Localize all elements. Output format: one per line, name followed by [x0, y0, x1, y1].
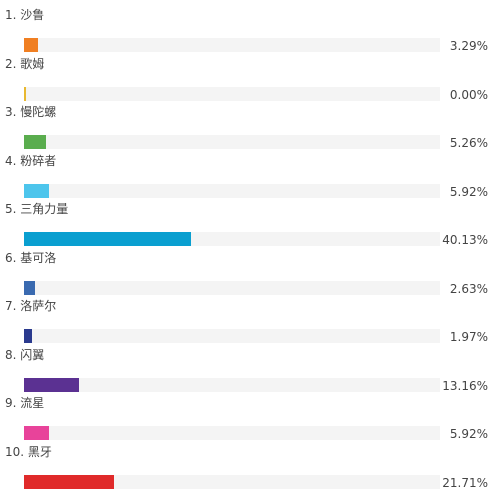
option-rank: 5. — [5, 202, 17, 216]
option-name: 慢陀螺 — [20, 105, 57, 119]
option-rank: 4. — [5, 153, 17, 168]
result-row: 5. 三角力量 40.13% — [0, 200, 500, 248]
result-row: 10. 黑牙 21.71% — [0, 443, 500, 491]
option-name: 粉碎者 — [20, 153, 57, 168]
bar-track — [24, 329, 440, 343]
result-row: 1. 沙鲁 3.29% — [0, 6, 500, 54]
option-name: 流星 — [20, 396, 45, 410]
bar — [24, 86, 26, 101]
bar-track — [24, 38, 440, 52]
option-rank: 3. — [5, 105, 17, 119]
option-name: 闪翼 — [20, 347, 45, 362]
option-label: 5. 三角力量 — [5, 202, 68, 216]
option-label: 4. 粉碎者 — [5, 154, 56, 168]
bar-track — [24, 377, 440, 392]
bar-track — [24, 86, 440, 101]
bar — [24, 38, 38, 52]
percentage-label: 40.13% — [442, 233, 488, 247]
option-label: 2. 歌姆 — [5, 57, 44, 71]
result-row: 3. 慢陀螺 5.26% — [0, 103, 500, 151]
bar — [24, 426, 49, 440]
percentage-label: 0.00% — [449, 87, 488, 102]
bar-track — [24, 183, 440, 198]
option-name: 黑牙 — [27, 444, 52, 459]
option-rank: 8. — [5, 347, 17, 362]
bar-track — [24, 474, 440, 489]
percentage-label: 5.26% — [449, 136, 488, 150]
option-name: 歌姆 — [20, 56, 45, 71]
percentage-label: 2.63% — [449, 281, 488, 296]
option-rank: 2. — [5, 56, 17, 71]
bar-track — [24, 135, 440, 149]
bar — [24, 329, 33, 343]
result-row: 6. 基可洛 2.63% — [0, 249, 500, 297]
option-label: 1. 沙鲁 — [5, 8, 44, 22]
bar — [24, 135, 46, 149]
result-row: 2. 歌姆 0.00% — [0, 55, 500, 103]
bar — [24, 183, 49, 198]
bar-track — [24, 426, 440, 440]
option-name: 基可洛 — [20, 250, 57, 265]
bar — [24, 377, 79, 392]
percentage-label: 21.71% — [442, 475, 488, 490]
result-row: 7. 洛萨尔 1.97% — [0, 297, 500, 345]
option-label: 3. 慢陀螺 — [5, 105, 56, 119]
result-row: 9. 流星 5.92% — [0, 394, 500, 442]
option-rank: 1. — [5, 8, 17, 22]
bar-track — [24, 280, 440, 295]
option-label: 9. 流星 — [5, 396, 44, 410]
option-rank: 9. — [5, 396, 17, 410]
bar-track — [24, 232, 440, 246]
option-name: 沙鲁 — [20, 8, 45, 22]
option-label: 10. 黑牙 — [5, 445, 52, 459]
option-rank: 6. — [5, 250, 17, 265]
option-rank: 7. — [5, 299, 17, 313]
result-row: 8. 闪翼 13.16% — [0, 346, 500, 394]
option-name: 洛萨尔 — [20, 299, 57, 313]
bar — [24, 232, 191, 246]
percentage-label: 3.29% — [449, 39, 488, 53]
percentage-label: 5.92% — [449, 184, 488, 199]
option-label: 7. 洛萨尔 — [5, 299, 56, 313]
bar — [24, 280, 35, 295]
option-rank: 10. — [5, 444, 25, 459]
option-label: 6. 基可洛 — [5, 251, 56, 265]
option-label: 8. 闪翼 — [5, 348, 44, 362]
bar — [24, 474, 115, 489]
option-name: 三角力量 — [20, 202, 69, 216]
percentage-label: 13.16% — [442, 378, 488, 393]
result-row: 4. 粉碎者 5.92% — [0, 152, 500, 200]
percentage-label: 5.92% — [449, 427, 488, 441]
percentage-label: 1.97% — [449, 330, 488, 344]
